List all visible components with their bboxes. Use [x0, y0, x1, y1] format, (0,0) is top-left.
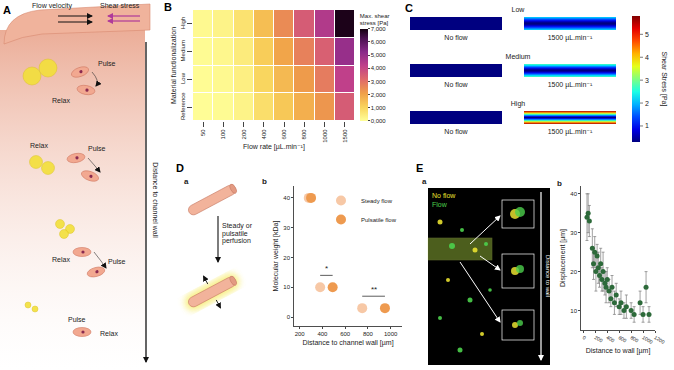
svg-text:No flow: No flow [432, 192, 456, 199]
svg-text:30: 30 [570, 230, 577, 236]
svg-text:10: 10 [570, 308, 577, 314]
svg-text:a: a [184, 177, 189, 186]
svg-text:40: 40 [283, 195, 290, 201]
svg-text:600: 600 [340, 331, 351, 337]
svg-text:No flow: No flow [444, 128, 468, 135]
svg-text:Shear stress: Shear stress [100, 2, 140, 9]
svg-text:7,000: 7,000 [371, 26, 387, 32]
svg-text:E: E [416, 162, 423, 174]
svg-text:Reference: Reference [180, 92, 186, 120]
svg-text:5: 5 [645, 31, 649, 38]
svg-text:High: High [180, 17, 186, 29]
svg-text:Flow: Flow [432, 201, 448, 208]
svg-text:Relax: Relax [30, 142, 48, 149]
svg-text:B: B [164, 1, 172, 13]
svg-text:800: 800 [301, 129, 307, 140]
svg-text:Medium: Medium [180, 40, 186, 61]
svg-text:Low: Low [180, 72, 186, 84]
svg-text:30: 30 [283, 225, 290, 231]
svg-text:Max. shearstress [Pa]: Max. shearstress [Pa] [360, 13, 390, 27]
svg-text:800: 800 [629, 334, 639, 343]
svg-text:3: 3 [645, 77, 649, 84]
svg-text:1000: 1000 [322, 129, 328, 143]
svg-text:10: 10 [283, 284, 290, 290]
svg-text:1,000: 1,000 [371, 105, 387, 111]
svg-text:0: 0 [582, 334, 588, 341]
svg-text:1: 1 [645, 122, 649, 129]
svg-text:20: 20 [283, 255, 290, 261]
svg-text:Distance to wall: Distance to wall [545, 255, 551, 297]
svg-text:Flow rate [µL.min⁻¹]: Flow rate [µL.min⁻¹] [243, 143, 305, 151]
svg-text:Pulse: Pulse [88, 145, 106, 152]
svg-text:200: 200 [241, 129, 247, 140]
svg-text:a: a [422, 177, 427, 186]
svg-text:No flow: No flow [444, 81, 468, 88]
svg-text:1500: 1500 [342, 129, 348, 143]
svg-text:Molecular weight [kDa]: Molecular weight [kDa] [272, 221, 280, 292]
svg-text:Pulse: Pulse [68, 316, 86, 323]
svg-text:5,000: 5,000 [371, 52, 387, 58]
svg-text:**: ** [371, 285, 377, 294]
svg-text:Relax: Relax [100, 330, 118, 337]
svg-text:1000: 1000 [384, 331, 398, 337]
svg-text:Relax: Relax [52, 256, 70, 263]
svg-text:400: 400 [317, 331, 328, 337]
svg-text:Distance to channel wall [µm]: Distance to channel wall [µm] [302, 339, 393, 347]
svg-text:20: 20 [570, 269, 577, 275]
svg-text:1000: 1000 [641, 334, 654, 345]
svg-text:Pulse: Pulse [108, 258, 126, 265]
svg-text:0,000: 0,000 [371, 118, 387, 124]
svg-text:b: b [557, 179, 562, 188]
svg-text:40: 40 [570, 191, 577, 197]
svg-text:3,000: 3,000 [371, 79, 387, 85]
svg-text:Steady flow: Steady flow [361, 198, 393, 204]
svg-text:6,000: 6,000 [371, 39, 387, 45]
svg-text:600: 600 [281, 129, 287, 140]
svg-text:Low: Low [512, 6, 526, 13]
svg-text:200: 200 [594, 334, 604, 343]
svg-text:0: 0 [287, 314, 291, 320]
svg-text:400: 400 [606, 334, 616, 343]
svg-text:C: C [405, 2, 413, 14]
svg-text:No flow: No flow [444, 34, 468, 41]
svg-text:High: High [511, 100, 526, 108]
svg-text:Flow velocity: Flow velocity [32, 2, 73, 10]
svg-text:A: A [3, 4, 11, 16]
svg-text:*: * [325, 264, 328, 273]
svg-text:D: D [176, 162, 184, 174]
svg-text:Displacement [µm]: Displacement [µm] [559, 229, 567, 287]
svg-text:800: 800 [363, 331, 374, 337]
svg-text:Distance to channel wall: Distance to channel wall [152, 162, 159, 238]
svg-text:4,000: 4,000 [371, 65, 387, 71]
svg-text:2,000: 2,000 [371, 92, 387, 98]
svg-text:b: b [262, 177, 267, 186]
svg-text:2: 2 [645, 100, 649, 107]
svg-text:1500 µL.min⁻¹: 1500 µL.min⁻¹ [548, 34, 593, 42]
svg-text:Shear Stress [Pa]: Shear Stress [Pa] [660, 52, 668, 107]
svg-text:1500 µL.min⁻¹: 1500 µL.min⁻¹ [548, 128, 593, 136]
svg-text:Medium: Medium [506, 53, 531, 60]
svg-text:Distance to wall [µm]: Distance to wall [µm] [586, 347, 651, 355]
svg-text:50: 50 [200, 129, 206, 136]
svg-text:200: 200 [295, 331, 306, 337]
svg-text:Steady orpulsatileperfusion: Steady orpulsatileperfusion [222, 222, 253, 245]
svg-text:Relax: Relax [52, 97, 70, 104]
svg-text:Pulse: Pulse [98, 60, 116, 67]
svg-text:4: 4 [645, 54, 649, 61]
svg-text:1500 µL.min⁻¹: 1500 µL.min⁻¹ [548, 81, 593, 89]
svg-text:600: 600 [617, 334, 627, 343]
svg-text:400: 400 [261, 129, 267, 140]
svg-text:100: 100 [220, 129, 226, 140]
svg-text:Pulsatile flow: Pulsatile flow [361, 217, 397, 223]
svg-text:1200: 1200 [653, 334, 666, 345]
svg-text:Material functionalization: Material functionalization [170, 27, 177, 104]
